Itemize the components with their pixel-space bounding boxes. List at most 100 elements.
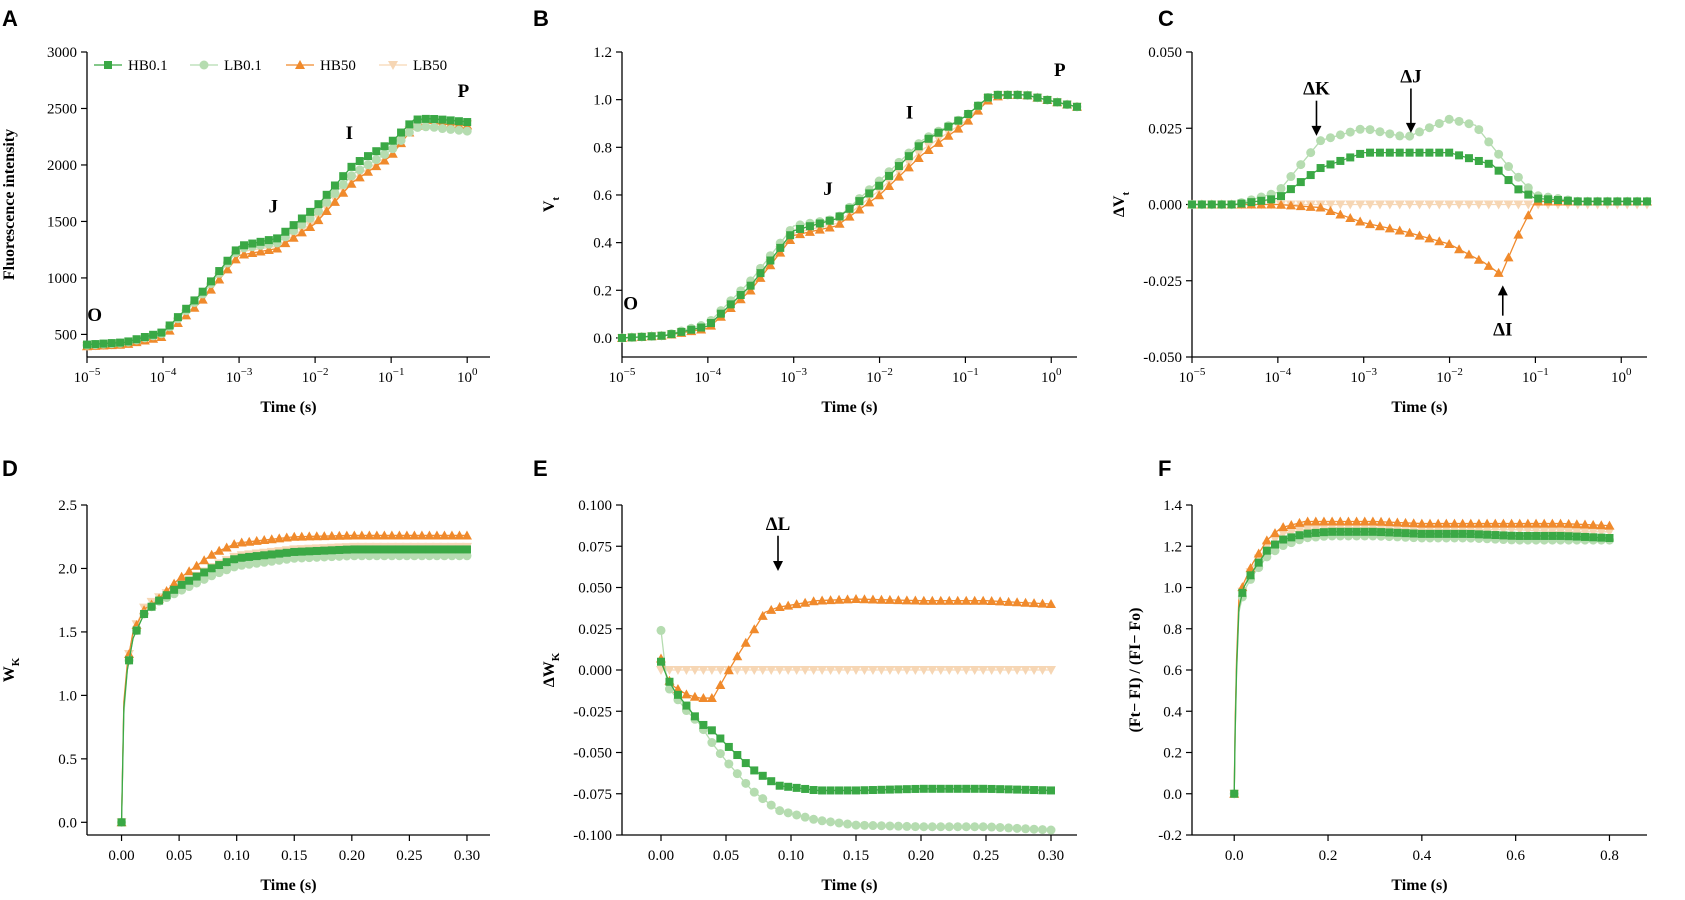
data-point	[1253, 548, 1264, 558]
data-point	[387, 148, 398, 158]
x-tick-exponent: −4	[1279, 366, 1291, 378]
data-point	[776, 243, 785, 252]
data-point	[297, 547, 306, 556]
data-point	[817, 666, 828, 675]
data-point	[305, 547, 314, 556]
data-point	[746, 281, 755, 290]
y-axis-label-sub: K	[10, 657, 22, 666]
data-point	[928, 784, 937, 793]
data-point	[424, 530, 435, 540]
data-point	[413, 115, 422, 124]
data-point	[200, 568, 209, 577]
data-point	[815, 219, 824, 228]
data-point	[364, 152, 373, 161]
series-line	[1233, 535, 1610, 794]
data-point	[1401, 529, 1410, 538]
data-point	[461, 530, 472, 540]
x-tick-label: 100	[457, 366, 478, 386]
data-point	[319, 531, 330, 541]
data-point	[804, 226, 815, 236]
data-point	[394, 551, 404, 561]
data-point	[290, 547, 299, 556]
data-point	[162, 591, 171, 600]
x-tick-base: 10	[457, 370, 472, 386]
data-point	[1327, 516, 1338, 526]
data-point	[1425, 148, 1434, 157]
y-tick-label: 0.4	[593, 236, 612, 252]
data-point	[256, 237, 265, 246]
data-point	[706, 666, 717, 675]
data-point	[425, 545, 434, 554]
data-point	[1482, 518, 1493, 528]
data-point	[1360, 527, 1369, 536]
data-point	[1455, 151, 1464, 160]
x-tick-base: 10	[378, 370, 393, 386]
data-point	[314, 200, 323, 209]
data-point	[455, 545, 464, 554]
data-point	[805, 222, 814, 231]
data-point	[1405, 148, 1414, 157]
data-point	[199, 555, 210, 565]
data-point	[1404, 227, 1415, 237]
data-point	[1494, 166, 1503, 175]
data-point	[1278, 522, 1289, 532]
data-point	[289, 553, 299, 563]
data-point	[775, 806, 785, 816]
data-point	[1336, 527, 1345, 536]
data-point	[1604, 520, 1615, 530]
x-tick-exponent: −1	[967, 366, 979, 378]
data-point	[350, 545, 359, 554]
data-point	[288, 232, 299, 242]
annotation-arrow-head	[773, 561, 783, 571]
data-point	[326, 530, 337, 540]
data-point	[867, 666, 878, 675]
data-point	[1335, 516, 1346, 526]
data-point	[834, 666, 845, 675]
data-point	[409, 530, 420, 540]
data-point	[1444, 239, 1455, 249]
data-point	[1335, 200, 1346, 210]
data-point	[1504, 162, 1514, 172]
data-point	[157, 328, 166, 337]
data-point	[1623, 197, 1632, 206]
panel-letter: E	[533, 456, 548, 481]
y-tick-label: -0.2	[1158, 828, 1182, 844]
data-point	[706, 693, 717, 703]
data-point	[974, 101, 983, 110]
data-point	[901, 666, 912, 675]
data-point	[1445, 148, 1454, 157]
data-point	[682, 701, 691, 710]
data-point	[321, 205, 332, 215]
data-point	[1498, 518, 1509, 528]
data-point	[824, 222, 835, 232]
data-point	[791, 599, 802, 609]
data-point	[349, 530, 360, 540]
x-tick-label: 10−3	[1350, 366, 1377, 386]
data-point	[1581, 532, 1590, 541]
data-point	[664, 684, 674, 694]
y-axis-label-main: ΔV	[1111, 195, 1128, 217]
data-point	[446, 116, 455, 125]
data-point	[1424, 200, 1435, 210]
data-point	[430, 115, 439, 124]
data-point	[1571, 527, 1582, 537]
x-tick-base: 10	[866, 370, 881, 386]
data-point	[1484, 159, 1493, 168]
data-point	[1316, 136, 1326, 146]
data-point	[825, 216, 834, 225]
y-axis-label-main: (Ft− FI) / (FI− Fo)	[1127, 608, 1144, 733]
data-point	[1444, 200, 1455, 210]
data-point	[334, 530, 345, 540]
data-point	[1596, 527, 1607, 537]
data-point	[936, 784, 945, 793]
data-point	[222, 558, 231, 567]
x-tick-base: 10	[226, 370, 241, 386]
data-point	[388, 144, 398, 154]
data-point	[446, 124, 456, 134]
panel-f: F -0.2 0.0 0.2 0.4 0.6 0.8 1.0 1.2 1.4 0.0 0.2 0.4 0.…	[1127, 456, 1647, 894]
data-point	[1643, 197, 1651, 206]
data-point	[454, 551, 464, 561]
data-point	[911, 784, 920, 793]
data-point	[1038, 786, 1047, 795]
